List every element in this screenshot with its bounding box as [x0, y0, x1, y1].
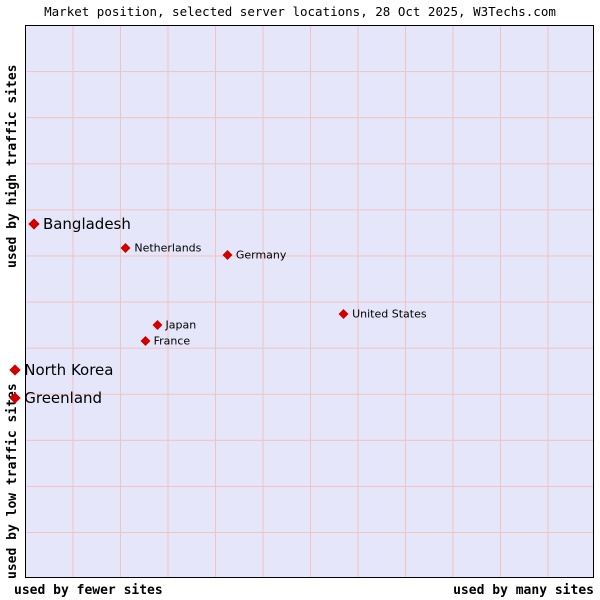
data-point-north-korea: North Korea — [9, 360, 114, 379]
point-label: North Korea — [24, 360, 114, 379]
diamond-marker-icon — [338, 309, 349, 320]
x-axis-label-many-sites: used by many sites — [453, 583, 594, 598]
data-point-japan: Japan — [152, 318, 197, 332]
data-point-germany: Germany — [222, 248, 287, 262]
data-point-greenland: Greenland — [9, 389, 103, 408]
point-label: France — [153, 334, 191, 348]
data-point-netherlands: Netherlands — [120, 241, 202, 255]
data-point-bangladesh: Bangladesh — [28, 215, 131, 234]
x-axis-label-fewer-sites: used by fewer sites — [14, 583, 163, 598]
diamond-marker-icon — [9, 364, 21, 376]
data-point-united-states: United States — [338, 307, 427, 321]
point-label: United States — [352, 307, 427, 321]
diamond-marker-icon — [152, 319, 162, 330]
diamond-marker-icon — [222, 250, 233, 261]
y-axis-label-high-traffic: used by high traffic sites — [5, 64, 20, 269]
diamond-marker-icon — [120, 243, 131, 253]
point-label: Bangladesh — [42, 215, 131, 234]
point-label: Japan — [165, 318, 197, 332]
y-axis-label-low-traffic: used by low traffic sites — [5, 383, 20, 579]
point-label: Greenland — [24, 389, 103, 408]
data-point-france: France — [140, 334, 191, 348]
point-label: Netherlands — [134, 241, 202, 255]
plot-area: Bangladesh Netherlands Germany United State… — [9, 25, 594, 578]
point-label: Germany — [235, 248, 287, 262]
chart-title: Market position, selected server locatio… — [44, 4, 556, 19]
diamond-marker-icon — [9, 392, 21, 405]
diamond-marker-icon — [140, 335, 151, 346]
diamond-marker-icon — [28, 218, 40, 231]
